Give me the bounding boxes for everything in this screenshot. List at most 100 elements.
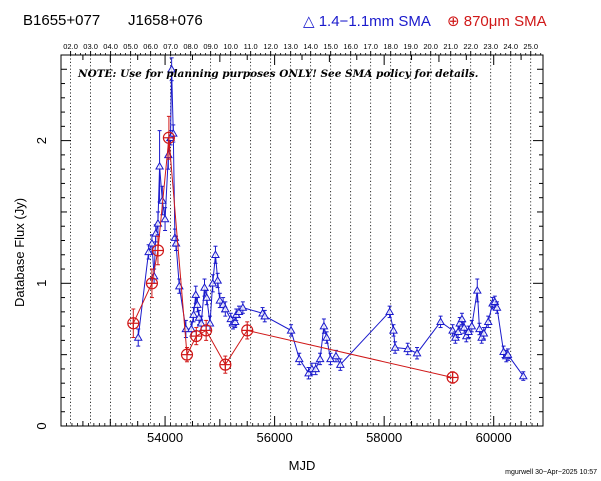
top-axis-tick-label: 17.0 <box>363 42 378 51</box>
data-point-triangle <box>153 218 163 227</box>
top-axis-tick-label: 18.0 <box>383 42 398 51</box>
data-point-triangle <box>181 324 191 333</box>
top-axis-tick-label: 16.0 <box>343 42 358 51</box>
top-axis-tick-label: 02.0 <box>63 42 78 51</box>
data-point-triangle <box>467 321 477 330</box>
data-point-circle-plus <box>180 348 194 361</box>
data-point-triangle <box>200 282 209 291</box>
x-axis-tick-label: 58000 <box>366 430 402 445</box>
data-point-triangle <box>210 250 220 258</box>
data-point-triangle <box>389 325 398 334</box>
data-point-triangle <box>322 332 332 341</box>
series-layer <box>127 57 528 384</box>
data-point-triangle <box>155 161 165 170</box>
data-point-triangle <box>479 328 489 337</box>
top-axis-tick-label: 11.0 <box>244 42 258 51</box>
series-circle-plus <box>127 115 459 384</box>
data-point-triangle <box>215 295 225 304</box>
data-point-triangle <box>286 325 296 334</box>
data-point-triangle <box>192 300 202 308</box>
top-axis-tick-label: 08.0 <box>183 42 198 51</box>
data-point-triangle <box>315 354 325 363</box>
data-point-triangle <box>385 307 395 316</box>
top-axis-tick-label: 03.0 <box>83 42 98 51</box>
data-point-triangle <box>160 214 170 223</box>
top-axis-tick-label: 23.0 <box>483 42 498 51</box>
data-point-triangle <box>459 322 469 331</box>
data-point-circle-plus <box>241 324 254 337</box>
data-point-circle-plus <box>145 277 159 290</box>
top-axis-tick-label: 09.0 <box>203 42 218 51</box>
top-axis-tick-label: 24.0 <box>503 42 518 51</box>
data-point-triangle <box>167 64 177 73</box>
data-point-triangle <box>260 311 270 320</box>
top-axis-tick-label: 13.0 <box>283 42 298 51</box>
x-axis-tick-label: 56000 <box>257 430 293 445</box>
y-axis-tick-label: 0 <box>34 422 49 429</box>
data-point-triangle <box>499 347 509 355</box>
data-point-triangle <box>213 275 223 284</box>
data-point-triangle <box>319 321 329 330</box>
top-axis-tick-label: 14.0 <box>303 42 318 51</box>
y-axis-tick-label: 2 <box>34 137 49 144</box>
series-line <box>132 137 453 378</box>
data-point-triangle <box>311 364 321 373</box>
data-point-triangle <box>133 332 143 341</box>
data-point-triangle <box>189 310 199 318</box>
top-axis-tick-label: 07.0 <box>163 42 178 51</box>
data-point-triangle <box>186 324 196 333</box>
data-point-triangle <box>196 318 206 327</box>
data-point-triangle <box>436 317 446 326</box>
x-axis-label: MJD <box>289 458 316 473</box>
data-point-triangle <box>220 304 230 313</box>
data-point-circle-plus <box>190 330 203 343</box>
data-point-triangle <box>483 317 493 326</box>
top-axis-tick-label: 05.0 <box>123 42 138 51</box>
data-point-circle-plus <box>219 358 232 371</box>
top-axis-tick-label: 19.0 <box>403 42 418 51</box>
top-axis-tick-label: 25.0 <box>523 42 538 51</box>
data-point-triangle <box>412 348 422 357</box>
data-point-circle-plus <box>446 371 459 384</box>
series-triangle <box>133 57 528 381</box>
top-axis-tick-label: 15.0 <box>323 42 338 51</box>
data-point-triangle <box>503 350 513 358</box>
data-point-triangle <box>234 307 244 316</box>
data-point-triangle <box>518 371 528 380</box>
top-axis-tick-label: 06.0 <box>143 42 158 51</box>
top-axis-tick-label: 12.0 <box>263 42 278 51</box>
axes: 02.0 03.0 04.0 05.0 06.0 07.0 08.0 09.0 10.0 11.0… <box>34 42 544 445</box>
plot-frame <box>60 54 544 427</box>
data-point-triangle <box>294 354 304 363</box>
data-point-triangle <box>403 344 413 353</box>
data-point-triangle <box>238 302 248 311</box>
data-point-triangle <box>335 360 345 368</box>
data-point-triangle <box>331 351 341 360</box>
x-axis-tick-label: 60000 <box>476 430 512 445</box>
data-point-triangle <box>457 314 467 323</box>
data-point-triangle <box>202 292 212 301</box>
year-grid <box>70 55 532 426</box>
data-point-triangle <box>147 238 157 247</box>
top-axis-tick-label: 04.0 <box>103 42 118 51</box>
credit-stamp: mgurwell 30−Apr−2025 10:57 <box>505 469 597 476</box>
planning-note: NOTE: Use for planning purposes ONLY! Se… <box>77 68 478 80</box>
data-point-triangle <box>453 327 463 336</box>
legend-blue-series: △ 1.4−1.1mm SMA <box>303 13 431 30</box>
data-point-triangle <box>390 342 400 351</box>
data-point-triangle <box>230 317 240 326</box>
data-point-triangle <box>472 285 482 294</box>
data-point-triangle <box>191 290 201 298</box>
data-point-circle-plus <box>127 317 140 330</box>
source-name-primary: B1655+077 <box>23 12 101 29</box>
data-point-triangle <box>475 324 484 333</box>
top-axis-tick-label: 20.0 <box>423 42 438 51</box>
top-axis-tick-label: 10.0 <box>223 42 238 51</box>
data-point-circle-plus <box>162 131 176 144</box>
y-axis-label: Database Flux (Jy) <box>12 198 27 307</box>
legend-red-series: ⊕ 870μm SMA <box>447 13 547 30</box>
data-point-circle-plus <box>200 324 213 337</box>
x-axis-tick-label: 54000 <box>147 430 183 445</box>
source-name-alias: J1658+076 <box>128 12 203 29</box>
